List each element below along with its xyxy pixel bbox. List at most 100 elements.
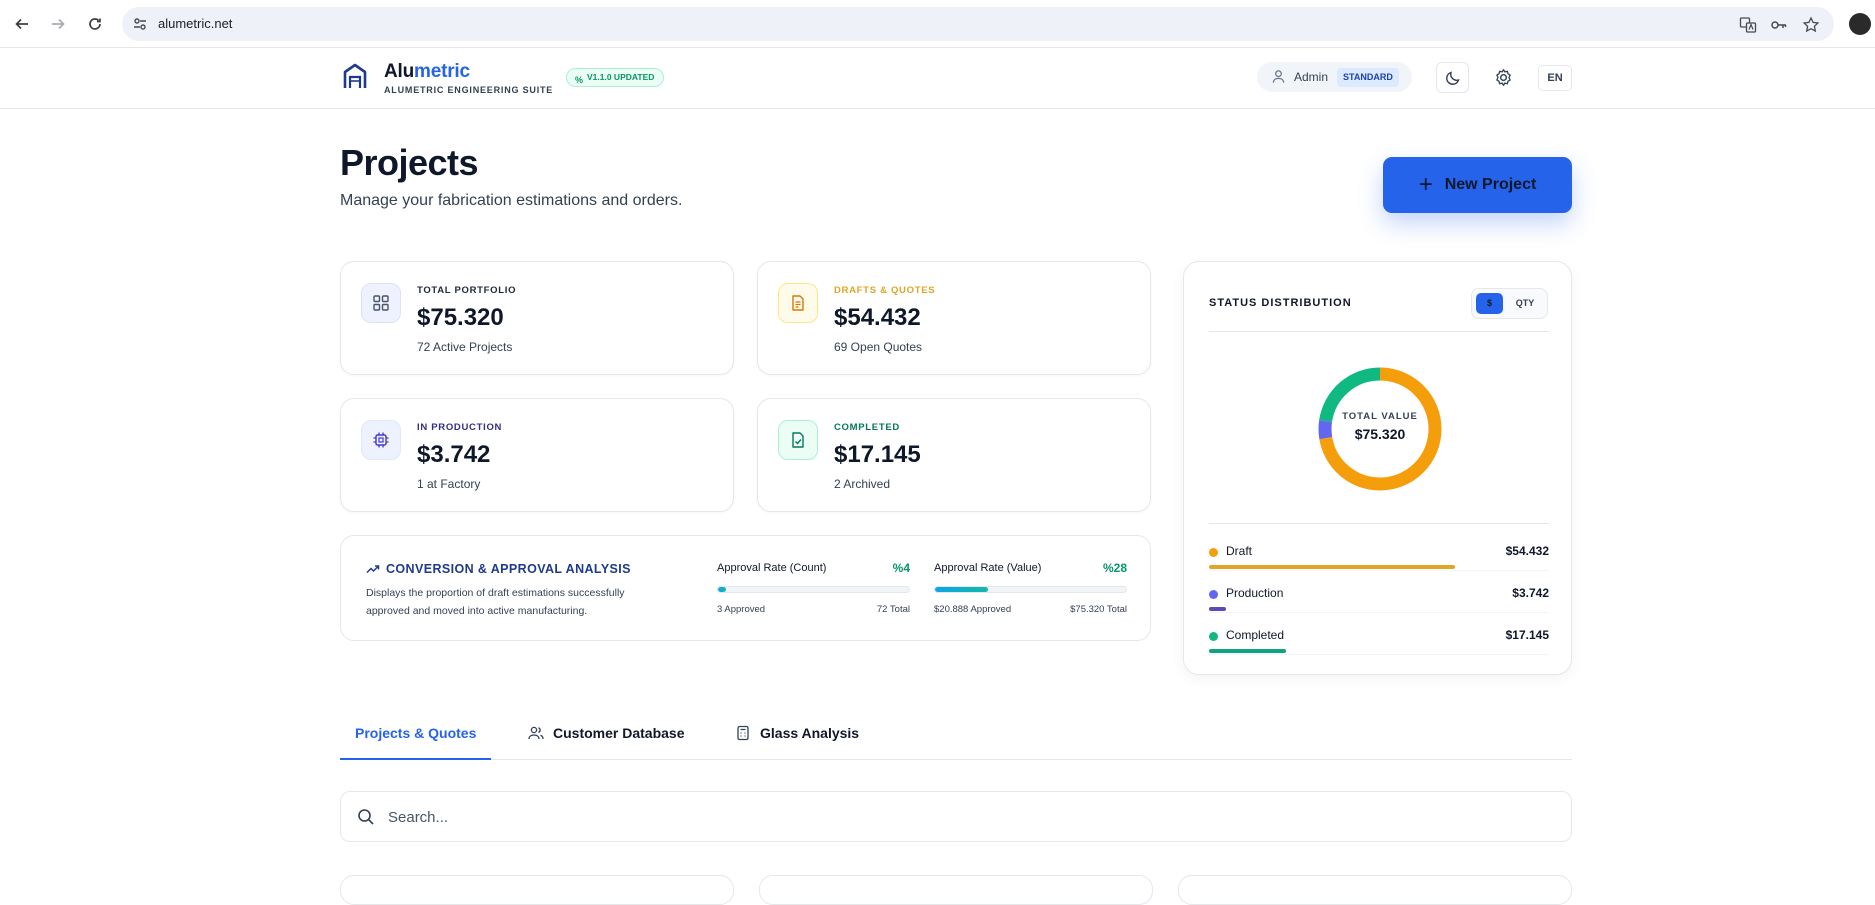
theme-toggle-button[interactable] — [1436, 62, 1469, 93]
stat-value: $3.742 — [417, 441, 491, 468]
brand-subtitle: ALUMETRIC ENGINEERING SUITE — [384, 85, 554, 95]
legend-value: $17.145 — [1505, 628, 1549, 642]
settings-button[interactable] — [1487, 62, 1520, 93]
rate-progress-fill — [935, 587, 989, 592]
conversion-title: CONVERSION & APPROVAL ANALYSIS — [386, 562, 631, 576]
status-distribution-card: STATUS DISTRIBUTION $ QTY TOTAL VALUE $7… — [1183, 261, 1572, 675]
rate-label: Approval Rate (Value) — [934, 562, 1042, 574]
user-icon — [1272, 70, 1285, 83]
project-card[interactable] — [1178, 875, 1572, 905]
browser-toolbar: alumetric.net — [0, 0, 1875, 48]
legend-row-completed: Completed $17.145 — [1209, 627, 1549, 661]
stat-value: $75.320 — [417, 304, 504, 331]
divider — [1209, 523, 1549, 524]
divider — [1209, 331, 1549, 332]
language-button[interactable]: EN — [1538, 65, 1572, 91]
legend-bar — [1209, 649, 1549, 653]
forward-icon[interactable] — [46, 12, 70, 36]
tab-label: Customer Database — [553, 725, 685, 741]
translate-icon[interactable] — [1739, 16, 1757, 34]
back-icon[interactable] — [10, 12, 34, 36]
grid-icon — [361, 283, 401, 323]
legend-dot — [1209, 632, 1218, 641]
conversion-card: CONVERSION & APPROVAL ANALYSIS Displays … — [340, 535, 1151, 641]
divider — [1209, 612, 1549, 613]
toggle-value-button[interactable]: $ — [1476, 293, 1503, 314]
page-title: Projects — [340, 142, 479, 183]
rate-percent: %28 — [1102, 561, 1127, 575]
legend-row-production: Production $3.742 — [1209, 585, 1549, 619]
legend-dot — [1209, 548, 1218, 557]
stat-card-portfolio[interactable]: TOTAL PORTFOLIO $75.320 72 Active Projec… — [340, 261, 734, 375]
divider — [1209, 654, 1549, 655]
stat-kicker: COMPLETED — [834, 422, 900, 433]
tab-label: Glass Analysis — [760, 725, 860, 741]
rate-progress-bar — [934, 586, 1127, 593]
search-box — [340, 791, 1572, 842]
stat-kicker: TOTAL PORTFOLIO — [417, 285, 517, 296]
stat-kicker: DRAFTS & QUOTES — [834, 285, 936, 296]
user-name: Admin — [1294, 70, 1329, 84]
user-chip[interactable]: Admin STANDARD — [1257, 62, 1412, 92]
stat-subtext: 1 at Factory — [417, 477, 481, 491]
legend-dot — [1209, 590, 1218, 599]
stat-value: $17.145 — [834, 441, 921, 468]
users-icon — [528, 726, 544, 740]
rate-progress-bar — [717, 586, 910, 593]
stat-subtext: 2 Archived — [834, 477, 891, 491]
stat-card-production[interactable]: IN PRODUCTION $3.742 1 at Factory — [340, 398, 734, 512]
rate-approved: 3 Approved — [717, 604, 766, 615]
project-card[interactable] — [759, 875, 1153, 905]
legend-bar — [1209, 607, 1549, 611]
status-donut-chart: TOTAL VALUE $75.320 — [1310, 359, 1450, 499]
rate-approved: $20.888 Approved — [934, 604, 1012, 615]
search-icon — [358, 809, 374, 825]
bookmark-star-icon[interactable] — [1802, 16, 1820, 34]
rate-total: 72 Total — [876, 604, 910, 615]
project-card[interactable] — [340, 875, 734, 905]
tab-customer-database[interactable]: Customer Database — [528, 725, 685, 760]
donut-center-label: TOTAL VALUE — [1342, 411, 1418, 422]
app-header: Alumetric ALUMETRIC ENGINEERING SUITE % … — [0, 48, 1875, 109]
password-key-icon[interactable] — [1770, 16, 1788, 34]
page-subtitle: Manage your fabrication estimations and … — [340, 192, 683, 209]
logo-icon — [343, 63, 367, 88]
calculator-icon — [737, 725, 749, 741]
rate-progress-fill — [718, 587, 726, 592]
site-settings-icon[interactable] — [132, 16, 148, 32]
tab-projects-quotes[interactable]: Projects & Quotes — [340, 725, 492, 760]
donut-slice-completed — [1318, 367, 1442, 491]
chip-icon — [361, 420, 401, 460]
trending-up-icon — [366, 565, 380, 574]
divider — [1209, 570, 1549, 571]
rate-label: Approval Rate (Count) — [717, 562, 827, 574]
rate-percent: %4 — [892, 561, 910, 575]
search-input[interactable] — [388, 804, 1548, 830]
value-mode-toggle: $ QTY — [1471, 288, 1548, 319]
address-bar[interactable]: alumetric.net — [122, 7, 1834, 41]
stat-subtext: 72 Active Projects — [417, 340, 513, 354]
new-project-button[interactable]: + New Project — [1383, 157, 1572, 213]
file-check-icon — [778, 420, 818, 460]
stat-value: $54.432 — [834, 304, 921, 331]
gear-icon — [1496, 69, 1511, 86]
legend-bar — [1209, 565, 1549, 569]
donut-center-value: $75.320 — [1354, 426, 1406, 442]
profile-avatar[interactable] — [1849, 13, 1871, 35]
new-project-label: New Project — [1444, 176, 1537, 193]
role-badge: STANDARD — [1337, 68, 1399, 87]
rate-total: $75.320 Total — [1070, 604, 1127, 615]
stat-kicker: IN PRODUCTION — [417, 422, 503, 433]
plus-icon: + — [1418, 171, 1433, 198]
url-text[interactable]: alumetric.net — [158, 16, 233, 31]
stat-card-drafts[interactable]: DRAFTS & QUOTES $54.432 69 Open Quotes — [757, 261, 1151, 375]
legend-bar-fill — [1209, 649, 1287, 653]
toggle-qty-button[interactable]: QTY — [1515, 298, 1535, 308]
stat-card-completed[interactable]: COMPLETED $17.145 2 Archived — [757, 398, 1151, 512]
legend-value: $54.432 — [1505, 544, 1549, 558]
status-title: STATUS DISTRIBUTION — [1209, 297, 1352, 309]
reload-icon[interactable] — [83, 12, 107, 36]
legend-name: Completed — [1226, 628, 1285, 642]
tab-glass-analysis[interactable]: Glass Analysis — [735, 725, 859, 760]
donut-slice-production — [1318, 367, 1442, 491]
